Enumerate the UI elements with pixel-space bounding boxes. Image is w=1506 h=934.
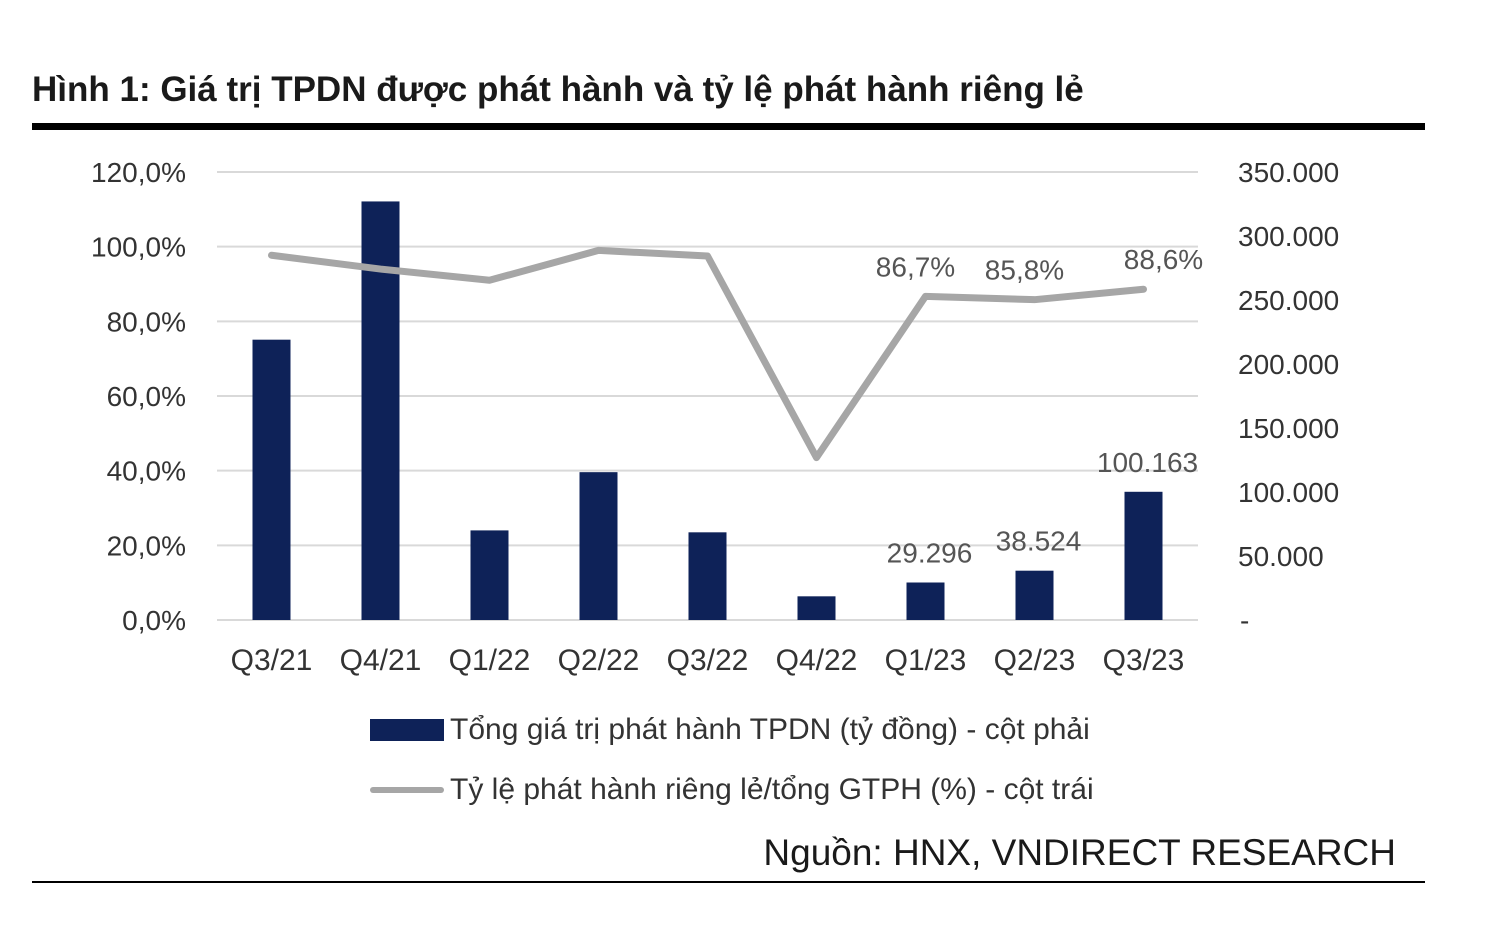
x-tick-label: Q3/22 [667,644,749,677]
x-tick-label: Q2/22 [558,644,640,677]
right-tick-label: 250.000 [1238,285,1339,316]
legend-swatch-line [370,787,444,793]
bar [1124,491,1163,620]
left-tick-label: 20,0% [107,530,186,561]
legend-item-line: Tỷ lệ phát hành riêng lẻ/tổng GTPH (%) -… [370,773,1094,807]
bar-data-label: 38.524 [996,526,1082,557]
bar-data-label: 29.296 [887,538,973,569]
line-data-label: 86,7% [876,251,955,282]
bar [252,339,291,620]
left-axis-ticks: 0,0% 20,0% 40,0% 60,0% 80,0% 100,0% 120,0% [91,157,186,636]
bar [797,596,836,620]
x-tick-label: Q4/21 [340,644,422,677]
legend-label-bars: Tổng giá trị phát hành TPDN (tỷ đồng) - … [450,713,1090,746]
bar-series [252,201,1163,620]
right-tick-label: 350.000 [1238,157,1339,188]
bar [688,532,727,620]
line-data-label: 85,8% [985,255,1064,286]
bar [470,530,509,620]
chart-title: Hình 1: Giá trị TPDN được phát hành và t… [32,70,1084,109]
legend-item-bars: Tổng giá trị phát hành TPDN (tỷ đồng) - … [370,713,1090,747]
right-tick-label: 200.000 [1238,349,1339,380]
x-axis-ticks: Q3/21 Q4/21 Q1/22 Q2/22 Q3/22 Q4/22 Q1/23 Q2/23… [231,644,1185,677]
bar [906,582,945,620]
x-tick-label: Q3/23 [1103,644,1185,677]
right-tick-label: 50.000 [1238,541,1324,572]
left-tick-label: 100,0% [91,232,186,263]
x-tick-label: Q2/23 [994,644,1076,677]
source-note: Nguồn: HNX, VNDIRECT RESEARCH [763,832,1396,873]
left-tick-label: 0,0% [122,605,186,636]
bar-data-label: 100.163 [1097,447,1198,478]
right-tick-label: 100.000 [1238,477,1339,508]
x-tick-label: Q1/22 [449,644,531,677]
bar [1015,570,1054,620]
line-series [268,246,1147,462]
data-labels: 29.296 38.524 100.163 86,7% 85,8% 88,6% [876,244,1203,568]
bottom-rule [32,881,1425,883]
line-data-label: 88,6% [1124,244,1203,275]
x-tick-label: Q1/23 [885,644,967,677]
right-tick-label: 300.000 [1238,221,1339,252]
legend-label-line: Tỷ lệ phát hành riêng lẻ/tổng GTPH (%) -… [450,773,1094,806]
top-rule [32,123,1425,130]
left-tick-label: 80,0% [107,306,186,337]
left-tick-label: 120,0% [91,157,186,188]
x-tick-label: Q4/22 [776,644,858,677]
left-tick-label: 40,0% [107,456,186,487]
right-axis-ticks: - 50.000 100.000 150.000 200.000 250.000 300.0… [1238,157,1339,636]
right-tick-label: - [1240,605,1249,636]
legend-swatch-bar [370,719,444,741]
right-tick-label: 150.000 [1238,413,1339,444]
bar [579,472,618,620]
left-tick-label: 60,0% [107,381,186,412]
x-tick-label: Q3/21 [231,644,313,677]
